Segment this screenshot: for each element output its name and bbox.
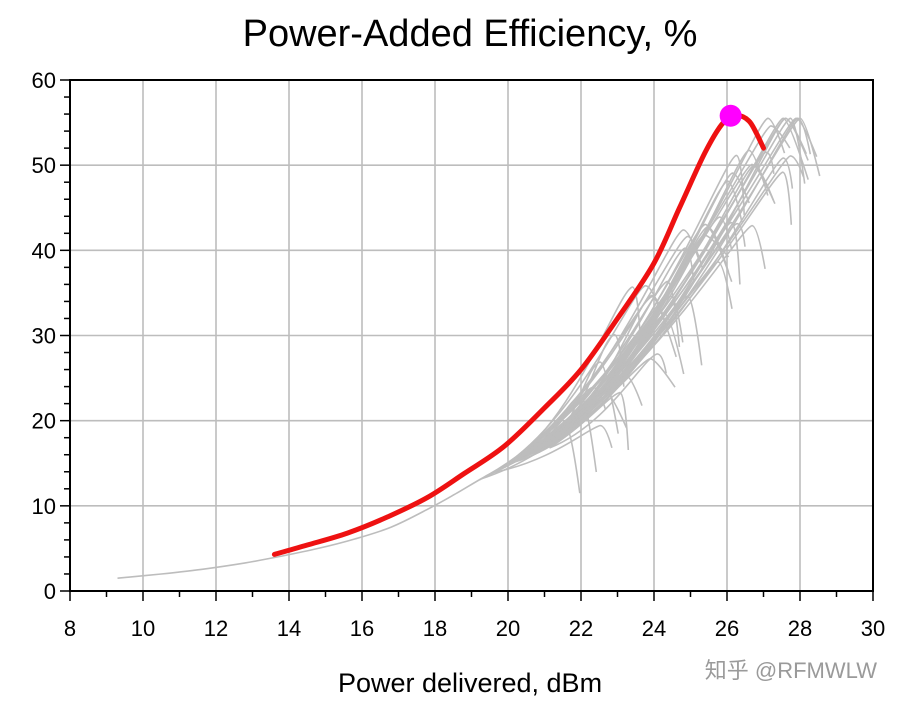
x-tick-label: 20: [496, 616, 520, 641]
sweep-curve: [549, 353, 667, 449]
sweep-curve: [485, 155, 805, 478]
y-tick-label: 60: [32, 68, 56, 93]
x-tick-label: 24: [642, 616, 666, 641]
y-tick-label: 30: [32, 324, 56, 349]
x-tick-label: 10: [131, 616, 155, 641]
x-tick-label: 12: [204, 616, 228, 641]
y-tick-label: 40: [32, 238, 56, 263]
plot-frame: [69, 79, 874, 592]
sweep-curve: [492, 235, 704, 474]
x-tick-label: 30: [861, 616, 885, 641]
sweep-curve: [543, 226, 733, 449]
chart-title: Power-Added Efficiency, %: [243, 13, 698, 55]
x-axis-label: Power delivered, dBm: [338, 668, 602, 698]
axis-ticks: [60, 79, 874, 601]
x-tick-label: 22: [569, 616, 593, 641]
sweep-curves: [479, 117, 821, 494]
peak-marker: [719, 104, 742, 127]
y-tick-label: 0: [44, 579, 56, 604]
x-tick-label: 28: [788, 616, 812, 641]
y-tick-labels: 0 10 20 30 40 50 60: [32, 68, 56, 604]
sweep-curve: [485, 261, 733, 477]
sweep-curve: [523, 247, 695, 459]
grid: [69, 79, 874, 592]
sweep-curve: [504, 286, 642, 468]
x-tick-labels: 8 10 12 14 16 18 20 22 24 26 28 30: [64, 616, 885, 641]
y-tick-label: 10: [32, 494, 56, 519]
x-tick-label: 18: [423, 616, 447, 641]
sweep-curve: [505, 229, 699, 467]
sweep-curve: [493, 117, 818, 473]
x-tick-label: 16: [350, 616, 374, 641]
sweep-curve: [492, 424, 613, 474]
sweep-curve: [525, 157, 794, 458]
watermark: 知乎 @RFMWLW: [705, 658, 877, 683]
sweep-curve: [484, 163, 776, 478]
envelope-curve: [117, 447, 545, 579]
sweep-curve: [511, 117, 806, 464]
sweep-curve: [539, 295, 703, 451]
sweep-curve: [515, 313, 685, 463]
x-tick-label: 26: [715, 616, 739, 641]
y-tick-label: 50: [32, 153, 56, 178]
x-tick-label: 8: [64, 616, 76, 641]
y-tick-label: 20: [32, 409, 56, 434]
x-tick-label: 14: [277, 616, 301, 641]
